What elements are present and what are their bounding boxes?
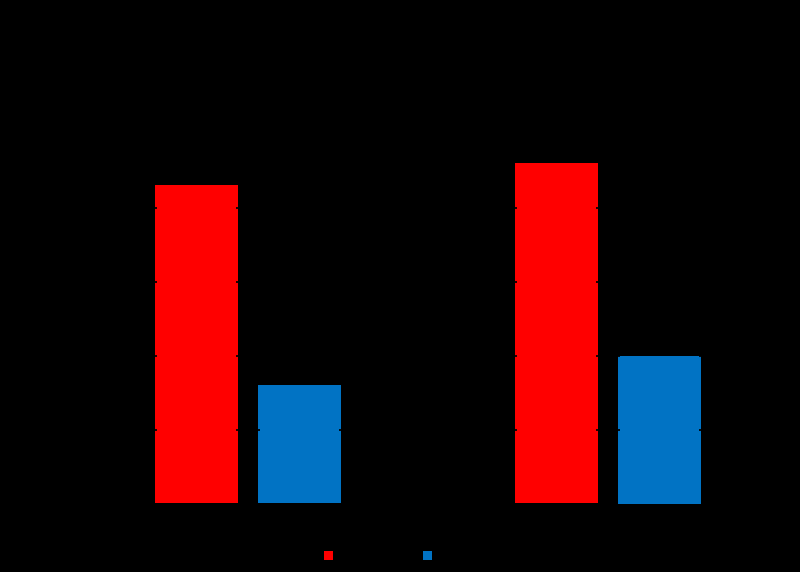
gridline-nick bbox=[596, 280, 600, 283]
gridline-nick bbox=[339, 428, 343, 431]
gridline-nick bbox=[616, 354, 620, 357]
red-bar-group-1 bbox=[155, 185, 238, 504]
gridline-nick bbox=[513, 206, 517, 209]
gridline-nick bbox=[256, 428, 260, 431]
blue-bar-group-2 bbox=[618, 355, 701, 504]
red-bar-group-2 bbox=[515, 163, 598, 504]
gridline-nick bbox=[513, 354, 517, 357]
gridline-nick bbox=[596, 206, 600, 209]
gridline-nick bbox=[699, 428, 703, 431]
gridline-nick bbox=[616, 428, 620, 431]
gridline-nick bbox=[236, 428, 240, 431]
gridline-nick bbox=[699, 354, 703, 357]
gridline-nick bbox=[153, 280, 157, 283]
gridline-nick bbox=[153, 428, 157, 431]
gridline-nick bbox=[236, 280, 240, 283]
gridline-nick bbox=[513, 428, 517, 431]
gridline-nick bbox=[236, 206, 240, 209]
gridline-nick bbox=[513, 280, 517, 283]
gridline-nick bbox=[596, 354, 600, 357]
blue-bar-group-1 bbox=[258, 385, 341, 504]
gridline-nick bbox=[236, 354, 240, 357]
gridline-nick bbox=[153, 206, 157, 209]
gridline-nick bbox=[596, 428, 600, 431]
gridline-nick bbox=[153, 354, 157, 357]
